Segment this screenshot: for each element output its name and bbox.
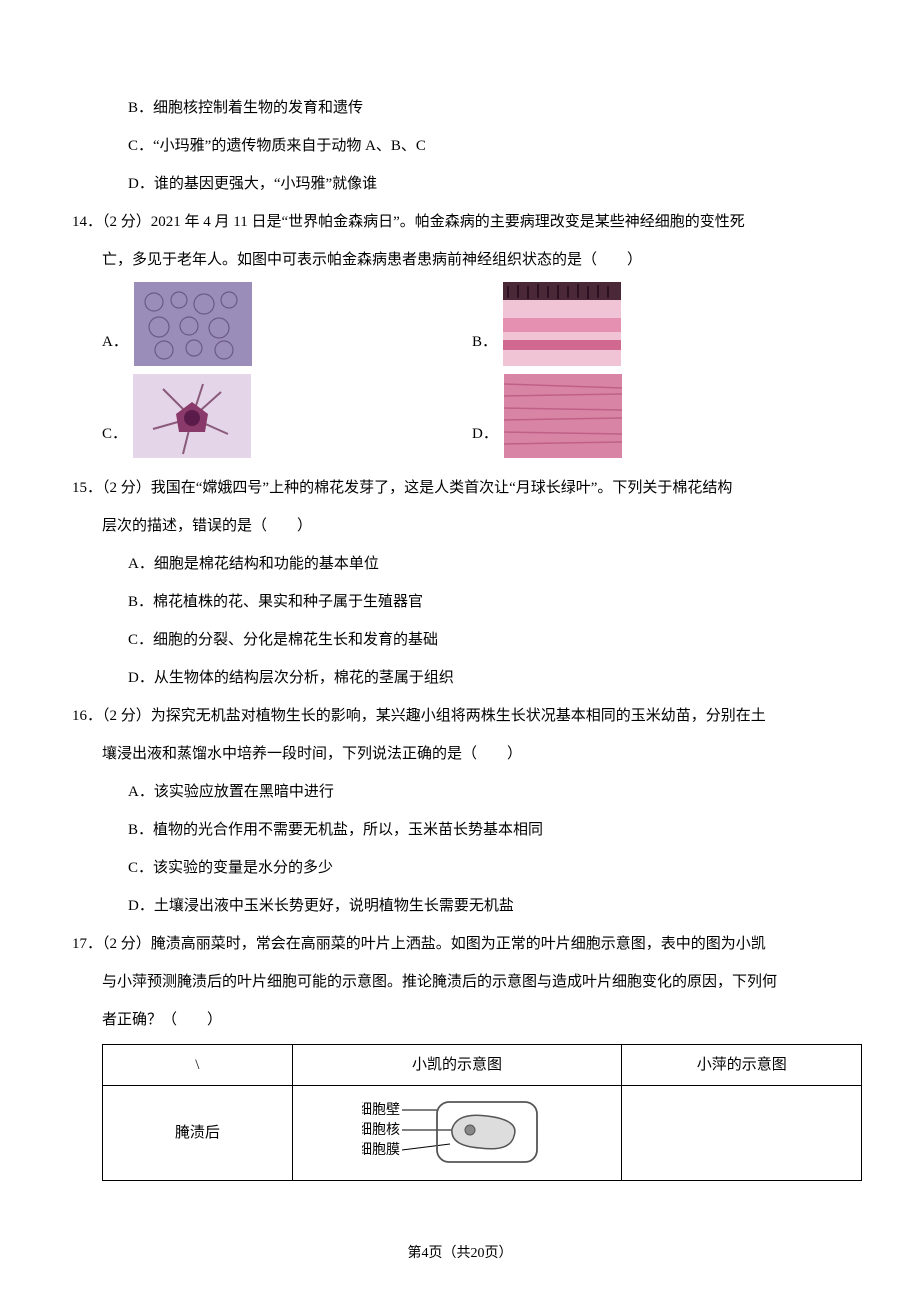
q16-option-c: C．该实验的变量是水分的多少 [72,850,848,886]
page-footer: 第4页（共20页） [0,1244,920,1264]
label-cell-nucleus: 细胞核 [362,1122,400,1138]
footer-prefix: 第 [408,1246,422,1261]
row1-col1: 腌渍后 [103,1086,293,1181]
footer-page: 4 [422,1246,429,1261]
q14-option-d-label: D． [472,416,498,458]
kai-cell-diagram: 细胞壁 细胞核 细胞膜 [305,1094,610,1172]
label-cell-membrane: 细胞膜 [362,1142,400,1158]
q14-option-b-label: B． [472,324,497,366]
q14-option-d-wrapper: D． [472,374,802,458]
q17-table: \ 小凯的示意图 小萍的示意图 腌渍后 细胞壁 细胞核 细胞膜 [102,1044,862,1181]
q15-option-b: B．棉花植株的花、果实和种子属于生殖器官 [72,584,848,620]
q14-option-b-wrapper: B． [472,282,802,366]
q13-option-b: B．细胞核控制着生物的发育和遗传 [72,90,848,126]
q15-option-a: A．细胞是棉花结构和功能的基本单位 [72,546,848,582]
table-header-row: \ 小凯的示意图 小萍的示意图 [103,1045,862,1086]
q13-option-d: D．谁的基因更强大，“小玛雅”就像谁 [72,166,848,202]
footer-suffix: 页） [485,1246,513,1261]
header-col2: 小凯的示意图 [292,1045,622,1086]
footer-total: 20 [471,1246,485,1261]
q15-option-c: C．细胞的分裂、分化是棉花生长和发育的基础 [72,622,848,658]
q14-option-a-wrapper: A． [102,282,432,366]
q14-image-b [503,282,621,366]
q16-stem-line1: 16．（2 分）为探究无机盐对植物生长的影响，某兴趣小组将两株生长状况基本相同的… [72,698,848,734]
q14-stem-line1: 14．（2 分）2021 年 4 月 11 日是“世界帕金森病日”。帕金森病的主… [72,204,848,240]
table-row: 腌渍后 细胞壁 细胞核 细胞膜 [103,1086,862,1181]
footer-middle: 页（共 [429,1246,471,1261]
q16-option-a: A．该实验应放置在黑暗中进行 [72,774,848,810]
label-cell-wall: 细胞壁 [362,1102,400,1118]
q14-image-c [133,374,251,458]
q14-image-a [134,282,252,366]
q14-image-d [504,374,622,458]
row1-col3-ping-diagram [622,1086,862,1181]
q15-stem-line2: 层次的描述，错误的是（ ） [72,508,848,544]
q13-option-c: C．“小玛雅”的遗传物质来自于动物 A、B、C [72,128,848,164]
q14-option-a-label: A． [102,324,128,366]
q17-stem-line2: 与小萍预测腌渍后的叶片细胞可能的示意图。推论腌渍后的示意图与造成叶片细胞变化的原… [72,964,848,1000]
q16-option-b: B．植物的光合作用不需要无机盐，所以，玉米苗长势基本相同 [72,812,848,848]
q16-stem-line2: 壤浸出液和蒸馏水中培养一段时间，下列说法正确的是（ ） [72,736,848,772]
q15-option-d: D．从生物体的结构层次分析，棉花的茎属于组织 [72,660,848,696]
q14-stem-line2: 亡，多见于老年人。如图中可表示帕金森病患者患病前神经组织状态的是（ ） [72,242,848,278]
q14-image-options: A． B． [72,282,848,466]
q17-stem-line3: 者正确？（ ） [72,1002,848,1038]
q14-option-c-wrapper: C． [102,374,432,458]
q14-option-c-label: C． [102,416,127,458]
q16-option-d: D．土壤浸出液中玉米长势更好，说明植物生长需要无机盐 [72,888,848,924]
q17-table-container: \ 小凯的示意图 小萍的示意图 腌渍后 细胞壁 细胞核 细胞膜 [72,1044,848,1181]
row1-col2-kai-diagram: 细胞壁 细胞核 细胞膜 [292,1086,622,1181]
header-col1: \ [103,1045,293,1086]
q15-stem-line1: 15．（2 分）我国在“嫦娥四号”上种的棉花发芽了，这是人类首次让“月球长绿叶”… [72,470,848,506]
q17-stem-line1: 17．（2 分）腌渍高丽菜时，常会在高丽菜的叶片上洒盐。如图为正常的叶片细胞示意… [72,926,848,962]
header-col3: 小萍的示意图 [622,1045,862,1086]
